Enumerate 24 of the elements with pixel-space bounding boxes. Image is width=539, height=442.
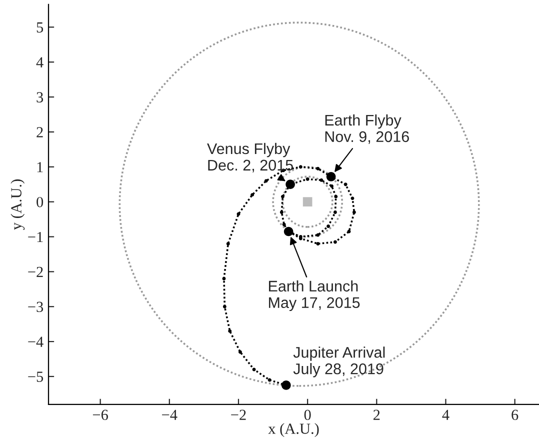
y-tick-label: 1: [37, 162, 43, 172]
x-tick-label: 6: [512, 410, 518, 420]
y-tick-label: 2: [36, 127, 43, 138]
annotation: Jupiter Arrival July 28, 2019: [293, 346, 385, 378]
x-axis-title: x (A.U.): [268, 423, 319, 437]
annotation: Venus Flyby Dec. 2, 2015: [207, 142, 293, 172]
x-tick-label: 0: [304, 410, 311, 420]
y-tick-label: 5: [36, 22, 44, 33]
annotation: Earth Launch May 17, 2015: [268, 280, 360, 312]
x-tick-label: −4: [162, 410, 178, 420]
annotation: Earth Flyby Nov. 9, 2016: [325, 114, 409, 144]
x-tick-label: −2: [231, 410, 246, 420]
y-axis-title: y (A.U.): [10, 179, 25, 230]
x-tick-label: −6: [92, 410, 108, 420]
y-tick-label: −4: [28, 336, 44, 347]
y-tick-label: −5: [28, 372, 44, 382]
y-tick-label: 3: [36, 92, 44, 102]
y-tick-label: −2: [28, 266, 43, 277]
y-tick-label: −3: [28, 302, 44, 312]
x-tick-label: 2: [374, 410, 380, 420]
y-tick-label: 0: [36, 196, 44, 208]
y-tick-label: 4: [36, 57, 44, 68]
y-tick-label: −1: [28, 232, 43, 242]
x-tick-label: 4: [442, 410, 450, 420]
